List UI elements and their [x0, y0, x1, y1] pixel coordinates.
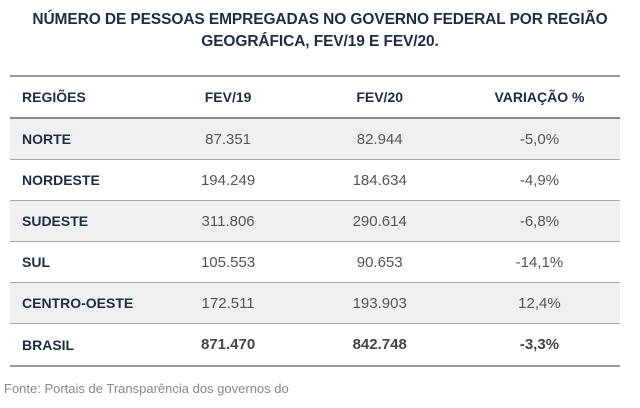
fev19-cell: 194.249 — [200, 171, 256, 189]
fev19-cell: 105.553 — [200, 253, 256, 271]
fev20-cell: 90.653 — [356, 253, 403, 271]
variation-cell: -6,8% — [519, 212, 560, 230]
variation-cell: -3,3% — [519, 336, 560, 353]
title-line-2: GEOGRÁFICA, FEV/19 E FEV/20. — [201, 33, 439, 50]
table-header: REGIÕES FEV/19 FEV/20 VARIAÇÃO % — [10, 77, 620, 119]
fev20-cell: 184.634 — [352, 171, 407, 189]
header-variacao: VARIAÇÃO % — [494, 89, 585, 105]
table-row: NORTE 87.351 82.944 -5,0% — [10, 119, 620, 160]
header-fev19: FEV/19 — [204, 89, 252, 105]
region-cell: SUDESTE — [22, 213, 89, 229]
region-cell: NORDESTE — [22, 172, 100, 188]
region-cell: CENTRO-OESTE — [22, 295, 134, 311]
table-row: NORDESTE 194.249 184.634 -4,9% — [10, 160, 620, 201]
variation-cell: -5,0% — [519, 130, 560, 148]
table-row: SUDESTE 311.806 290.614 -6,8% — [10, 201, 620, 242]
source-note: Fonte: Portais de Transparência dos gove… — [4, 381, 289, 396]
region-cell: BRASIL — [22, 336, 75, 353]
table-row: BRASIL 871.470 842.748 -3,3% — [10, 324, 620, 365]
fev19-cell: 87.351 — [205, 130, 252, 148]
fev20-cell: 842.748 — [352, 336, 407, 353]
table-title: NÚMERO DE PESSOAS EMPREGADAS NO GOVERNO … — [0, 9, 640, 53]
fev19-cell: 172.511 — [201, 294, 255, 312]
fev20-cell: 82.944 — [356, 130, 403, 148]
region-cell: NORTE — [22, 131, 71, 147]
variation-cell: -4,9% — [519, 171, 560, 189]
header-fev20: FEV/20 — [356, 89, 404, 105]
title-line-1: NÚMERO DE PESSOAS EMPREGADAS NO GOVERNO … — [32, 11, 608, 28]
header-regioes: REGIÕES — [22, 89, 86, 105]
fev20-cell: 290.614 — [352, 212, 407, 230]
variation-cell: 12,4% — [518, 294, 561, 312]
region-cell: SUL — [22, 254, 50, 270]
variation-cell: -14,1% — [515, 253, 564, 271]
data-table: REGIÕES FEV/19 FEV/20 VARIAÇÃO % NORTE 87… — [10, 75, 620, 367]
table-row: SUL 105.553 90.653 -14,1% — [10, 242, 620, 283]
fev20-cell: 193.903 — [352, 294, 407, 312]
table-row: CENTRO-OESTE 172.511 193.903 12,4% — [10, 283, 620, 324]
fev19-cell: 871.470 — [200, 336, 256, 353]
fev19-cell: 311.806 — [201, 212, 255, 230]
